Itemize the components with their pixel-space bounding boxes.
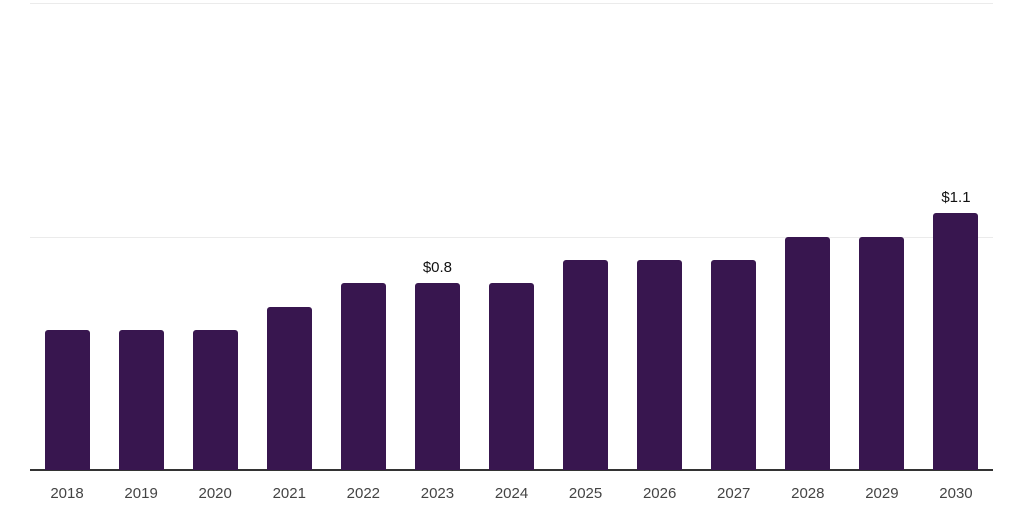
x-tick-label-2030: 2030 <box>939 485 973 502</box>
bar-value-label-2023: $0.8 <box>422 259 453 277</box>
bar-2018 <box>44 329 90 470</box>
x-axis-line <box>30 469 993 471</box>
x-tick-label-2018: 2018 <box>50 485 84 502</box>
bar-2029 <box>859 236 905 470</box>
x-axis: 2018 2019 2020 2021 2022 2023 2024 2025 2026 2027… <box>30 470 993 512</box>
bar-2021 <box>266 306 312 470</box>
x-tick-label-2028: 2028 <box>791 485 825 502</box>
x-tick-label-2026: 2026 <box>642 485 677 502</box>
bar-2027 <box>711 259 757 470</box>
gridline <box>30 236 993 238</box>
x-tick-label-2020: 2020 <box>198 485 232 502</box>
bar-value-label-2030: $1.1 <box>941 189 971 207</box>
bar-2028 <box>785 236 831 470</box>
x-tick-label-2021: 2021 <box>272 485 306 502</box>
bar-2020 <box>192 329 238 470</box>
bar-2019 <box>118 329 164 470</box>
bar-2030 <box>933 213 979 470</box>
x-tick-label-2023: 2023 <box>420 485 455 502</box>
bar-2025 <box>563 259 609 470</box>
x-tick-label-2027: 2027 <box>717 485 751 502</box>
bar-2026 <box>637 259 683 470</box>
x-tick-label-2029: 2029 <box>865 485 899 502</box>
bar-2022 <box>340 283 386 470</box>
x-tick-label-2022: 2022 <box>346 485 381 502</box>
plot-area: $0.8 $1.1 <box>30 3 993 471</box>
x-tick-label-2024: 2024 <box>494 485 529 502</box>
bar-2023 <box>414 283 460 470</box>
x-tick-label-2019: 2019 <box>124 485 158 502</box>
bar-2024 <box>489 283 534 470</box>
gridline <box>30 3 993 4</box>
x-tick-label-2025: 2025 <box>568 485 603 502</box>
